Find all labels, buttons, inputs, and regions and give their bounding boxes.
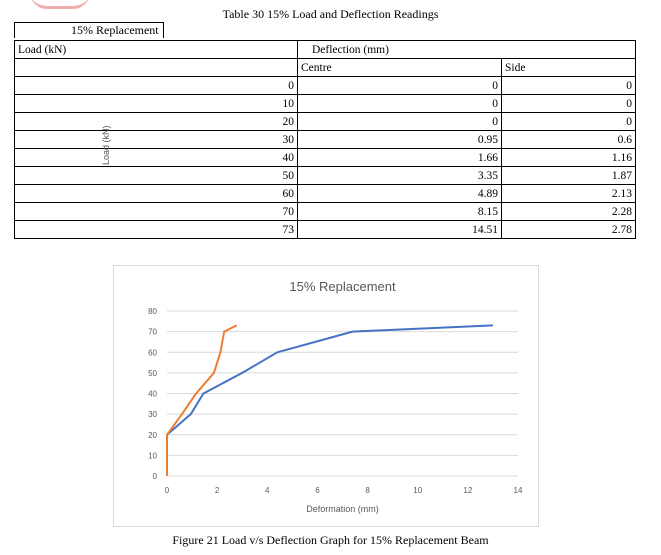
cell-load: 30 [14, 130, 298, 149]
y-tick-label: 0 [153, 472, 158, 481]
y-tick-label: 20 [148, 431, 157, 440]
chart-title: 15% Replacement [289, 279, 396, 294]
series-line-2 [166, 324, 238, 476]
chart-container: 15% Replacement 0 10 20 30 40 50 60 70 80 0 2 4 6 8 10 1… [113, 265, 539, 527]
replacement-label: 15% Replacement [71, 23, 159, 37]
y-tick-label: 30 [148, 410, 157, 419]
table-caption: Table 30 15% Load and Deflection Reading… [222, 7, 439, 21]
cell-centre: 3.35 [297, 166, 502, 185]
header-deflection: Deflection (mm) [297, 40, 636, 59]
y-tick-label: 10 [148, 451, 157, 460]
cell-load: 20 [14, 112, 298, 131]
y-tick-label: 80 [148, 307, 157, 316]
decorative-swoosh [30, 0, 90, 9]
cell-side: 0.6 [501, 130, 636, 149]
cell-side: 0 [501, 94, 636, 113]
cell-load: 73 [14, 220, 298, 239]
cell-side: 2.28 [501, 202, 636, 221]
table-row: 60 4.89 2.13 [14, 184, 636, 203]
subheader-empty [14, 58, 298, 77]
cell-centre: 14.51 [297, 220, 502, 239]
cell-centre: 1.66 [297, 148, 502, 167]
cell-load: 50 [14, 166, 298, 185]
x-tick-label: 2 [215, 486, 220, 495]
stray-axis-label: Load (kN) [101, 125, 111, 165]
y-tick-label: 40 [148, 390, 157, 399]
cell-side: 2.78 [501, 220, 636, 239]
x-tick-label: 10 [413, 486, 422, 495]
header-side: Side [501, 58, 636, 77]
table-row: 40 1.66 1.16 [14, 148, 636, 167]
series-line-1 [166, 324, 493, 476]
header-centre: Centre [297, 58, 502, 77]
cell-side: 0 [501, 76, 636, 95]
table-subheader-row: Centre Side [14, 58, 636, 77]
cell-load: 70 [14, 202, 298, 221]
table-row: 10 0 0 [14, 94, 636, 113]
x-tick-label: 8 [365, 486, 370, 495]
load-deflection-chart: 15% Replacement 0 10 20 30 40 50 60 70 80 0 2 4 6 8 10 1… [148, 279, 523, 514]
x-tick-label: 4 [265, 486, 270, 495]
header-load: Load (kN) [14, 40, 298, 59]
y-tick-label: 70 [148, 328, 157, 337]
cell-load: 0 [14, 76, 298, 95]
cell-centre: 0.95 [297, 130, 502, 149]
cell-load: 10 [14, 94, 298, 113]
y-tick-label: 50 [148, 369, 157, 378]
cell-centre: 0 [297, 76, 502, 95]
cell-load: 60 [14, 184, 298, 203]
x-tick-label: 14 [514, 486, 523, 495]
replacement-label-cell: 15% Replacement [14, 22, 164, 38]
cell-load: 40 [14, 148, 298, 167]
table-row: 50 3.35 1.87 [14, 166, 636, 185]
cell-side: 0 [501, 112, 636, 131]
cell-centre: 0 [297, 112, 502, 131]
cell-centre: 4.89 [297, 184, 502, 203]
figure-caption: Figure 21 Load v/s Deflection Graph for … [172, 533, 489, 547]
x-tick-label: 6 [315, 486, 320, 495]
cell-side: 2.13 [501, 184, 636, 203]
table-header-row: Load (kN) Deflection (mm) [14, 40, 636, 59]
table-row: 73 14.51 2.78 [14, 220, 636, 239]
table-row: 70 8.15 2.28 [14, 202, 636, 221]
x-tick-label: 0 [165, 486, 170, 495]
y-tick-label: 60 [148, 348, 157, 357]
cell-centre: 0 [297, 94, 502, 113]
cell-side: 1.87 [501, 166, 636, 185]
cell-side: 1.16 [501, 148, 636, 167]
cell-centre: 8.15 [297, 202, 502, 221]
x-axis-label: Deformation (mm) [306, 504, 379, 514]
table-row: 20 0 0 [14, 112, 636, 131]
x-tick-label: 12 [463, 486, 472, 495]
